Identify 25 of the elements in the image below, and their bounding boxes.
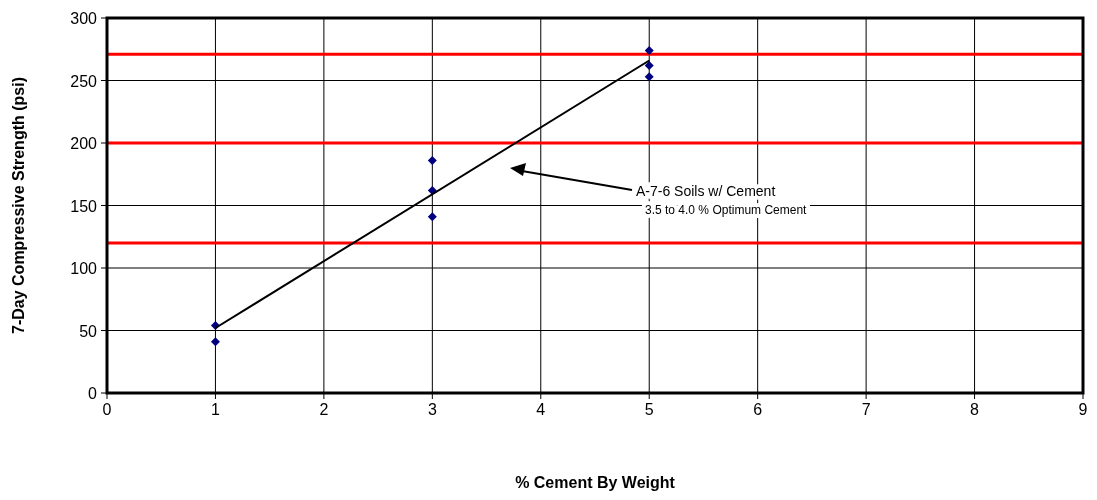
x-tick-label: 3 [427, 401, 437, 418]
y-tick-label: 0 [88, 385, 98, 402]
x-tick-label: 6 [753, 401, 763, 418]
y-tick-label: 100 [70, 260, 98, 277]
y-tick-label: 250 [70, 72, 98, 90]
y-tick-label: 50 [79, 322, 98, 340]
x-tick-label: 4 [536, 401, 546, 418]
y-tick-label: 300 [70, 10, 98, 27]
point [427, 212, 437, 222]
point [210, 337, 220, 347]
x-tick-label: 1 [210, 401, 220, 418]
point [644, 72, 654, 82]
x-tick-label: 2 [319, 401, 329, 418]
point [427, 156, 437, 165]
x-tick-label: 9 [1078, 401, 1088, 418]
x-tick-label: 0 [102, 401, 112, 418]
x-tick-label: 8 [970, 401, 980, 418]
y-tick-label: 200 [70, 135, 98, 152]
x-tick-label: 7 [861, 401, 871, 418]
point [644, 46, 654, 55]
point [644, 61, 654, 70]
x-tick-label: 5 [644, 401, 654, 418]
y-axis-title: 7-Day Compressive Strength (psi) [10, 77, 27, 334]
y-tick-label: 150 [70, 197, 98, 215]
x-axis-title: % Cement By Weight [515, 474, 676, 491]
